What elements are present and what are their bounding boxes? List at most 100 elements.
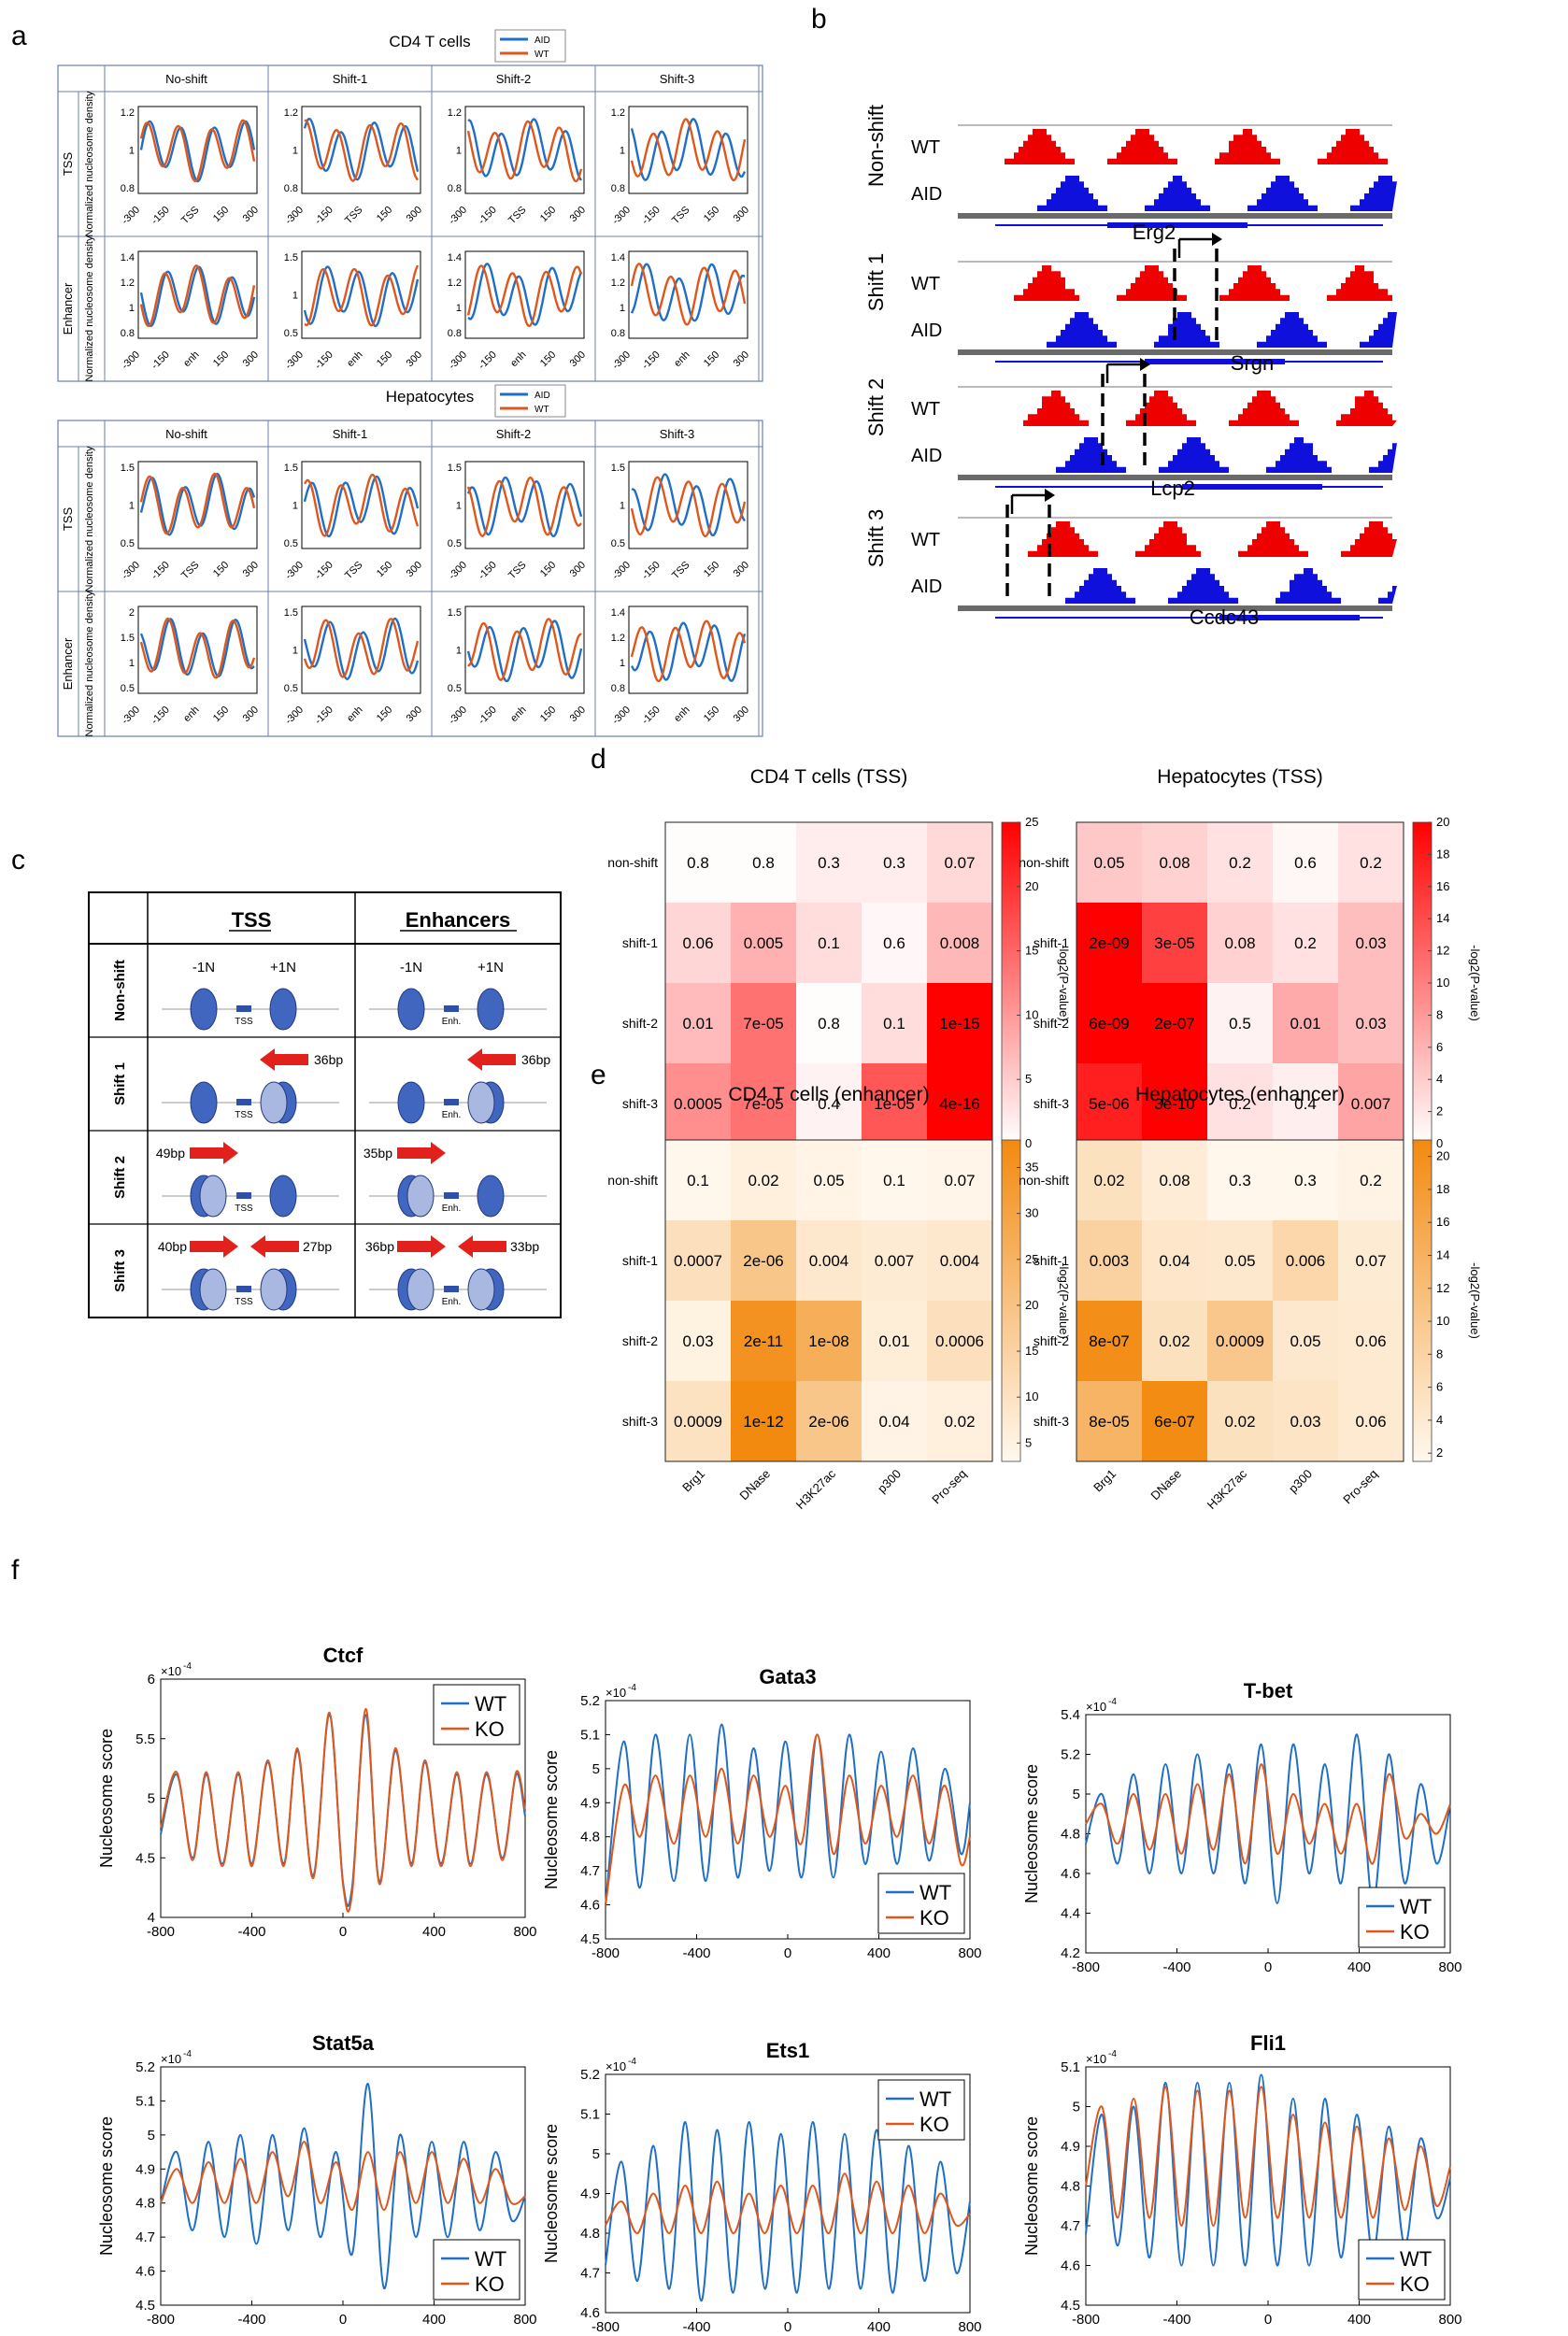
colorbar-tick-label: 10 [1436,1314,1449,1328]
mini-ytick: 1 [456,501,462,512]
heatmap-cell-value: 1e-05 [874,1095,914,1113]
heatmap-cell [1142,1063,1207,1144]
mini-ytick: 1.4 [611,252,625,264]
panel-b-row-1: Shift 1 WT AID Srgn [864,233,1397,375]
nucleosome [406,1268,435,1311]
mini-xtick: -150 [313,205,335,227]
mini-xtick: -150 [640,560,663,582]
line-chart-Gata3: Gata3 4.5 4.6 4.7 4.8 4.9 5 5.1 5.2 -800 -400 0 400 8… [542,1665,982,1961]
heatmap-cell [796,903,862,983]
heatmap-cell-value: 3e-05 [1154,934,1194,952]
wt-coverage-track [958,129,1397,164]
chart-ylabel: Nucleosome score [542,1750,561,1889]
sequence-strip [958,605,1392,611]
ytick-label: 5 [1073,1787,1080,1802]
heatmap-cell-value: 0.03 [1355,1015,1386,1033]
heatmap-col-label: DNase [736,1467,773,1503]
line-chart-Ctcf: Ctcf 4 4.5 5 5.5 6 -800 -400 0 400 800 ×10 -4 Nucleos… [97,1644,537,1940]
ytick-label: 5.2 [1061,1747,1080,1763]
colorbar-tick-label: 2 [1436,1446,1443,1460]
mini-xtick: -300 [447,205,469,227]
colorbar [1001,1139,1021,1462]
aid-coverage-track [958,312,1397,348]
chart-ylabel: Nucleosome score [542,2124,561,2263]
mini-xtick: -150 [640,349,663,372]
heatmap-cell-value: 5e-06 [1089,1095,1129,1113]
nucleosome [477,988,505,1031]
heatmap-cell-value: 0.5 [1229,1015,1251,1033]
xtick-label: 400 [1347,2312,1371,2328]
panel-letter-c: c [11,845,25,876]
axis-exponent: ×10 [606,2059,626,2073]
chart-title: Stat5a [312,2031,375,2055]
ytick-label: 4.9 [1061,2139,1080,2155]
mini-xtick: -150 [477,705,499,727]
heatmap-cell [1076,1220,1142,1301]
legend-label-KO: KO [475,1717,505,1741]
panel-a-row-label: Enhancer [61,637,75,690]
mini-xtick: TSS [506,560,529,582]
heatmap-cell-value: 0.0007 [674,1252,722,1270]
line-chart-Fli1: Fli1 4.5 4.6 4.7 4.8 4.9 5 5.1 -800 -400 0 400 800 ×1… [1022,2031,1462,2328]
mini-xtick: 300 [732,705,751,724]
nucleosome [190,1081,218,1124]
heatmap-cell-value: 0.08 [1224,934,1255,952]
mini-ytick: 0.5 [284,683,298,694]
heatmap-row-label: shift-3 [1033,1096,1069,1111]
aid-curve [139,120,256,183]
nucleosome [467,1268,495,1311]
mini-xtick: 300 [241,205,261,224]
mini-xtick: enh [181,705,201,724]
mini-xtick: enh [345,349,364,369]
panel-a-ylabel: Normalized nucleosome density [84,591,95,736]
panel-a-row-label: TSS [61,507,75,532]
mini-xtick: -150 [150,349,172,372]
chart-legend [1358,1887,1446,1948]
ytick-label: 5 [592,2146,600,2162]
mini-xtick: TSS [506,205,529,227]
heatmap-cell [1273,983,1338,1063]
panel-b-aid-label: AID [911,320,942,341]
mini-ytick: 1 [292,501,298,512]
legend-label-WT: WT [475,2247,506,2271]
heatmap-col-label: Brg1 [679,1467,707,1495]
mini-ytick: 1.2 [448,278,462,289]
mini-ytick: 1.2 [121,278,135,289]
panel-a-col-header: Shift-2 [496,427,532,441]
ytick-label: 4.7 [580,1863,600,1879]
ytick-label: 4.6 [580,2305,600,2321]
mini-xtick: 150 [211,349,231,369]
gene-name-Erg2: Erg2 [1133,221,1176,244]
mini-ytick: 1.2 [284,107,298,119]
ytick-label: 5.1 [580,2107,600,2123]
ytick-label: 4.8 [135,2196,155,2212]
mini-xtick: -300 [610,705,633,727]
series-WT [1085,1733,1451,1904]
line-chart-T-bet: T-bet 4.2 4.4 4.6 4.8 5 5.2 5.4 -800 -400 0 400 800 ×… [1022,1679,1462,1975]
site-label: TSS [235,1110,253,1120]
heatmap-cell [1142,1381,1207,1461]
heatmap-cell [862,1063,927,1144]
heatmap-cell-value: 0.3 [1229,1172,1251,1189]
heatmap-cell-value: 1e-12 [743,1413,783,1431]
panel-letter-d: d [591,744,606,775]
panel-b-row-2: Shift 2 WT AID Lcp2 [864,358,1397,500]
aid-curve [303,118,420,181]
panel-b-row-3: Shift 3 WT AID Ccdc43 [864,489,1397,629]
panel-a-col-header: Shift-3 [660,427,695,441]
ytick-label: 4.5 [580,1931,600,1947]
xtick-label: 800 [958,1945,981,1961]
mini-xtick: -300 [610,560,633,582]
mini-xtick: 150 [702,560,721,579]
site-label: TSS [235,1297,253,1307]
gene-model-exon [1219,615,1360,620]
mini-xtick: 150 [538,349,558,369]
n-label-minus: -1N [400,960,422,976]
mini-ytick: 1 [129,501,135,512]
heatmap-cell [731,1140,796,1220]
legend-label-WT: WT [1400,1895,1432,1918]
ytick-label: 4.2 [1061,1945,1080,1961]
heatmap-title: CD4 T cells (enhancer) [728,1084,929,1105]
mini-xtick: TSS [179,560,202,582]
colorbar-tick-label: 20 [1025,879,1038,893]
